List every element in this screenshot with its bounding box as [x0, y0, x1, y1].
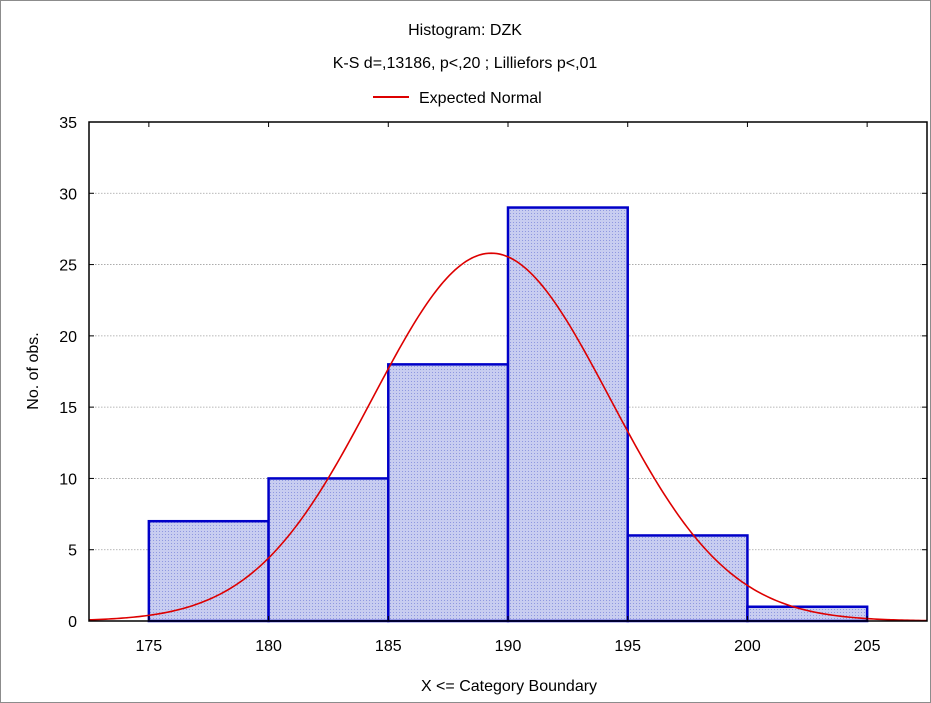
- chart-title: Histogram: DZK: [408, 22, 522, 39]
- histogram-bar: [506, 206, 629, 623]
- expected-normal-curve: [88, 252, 928, 622]
- y-tick-label: 0: [68, 614, 77, 631]
- y-tick-label: 15: [59, 400, 77, 417]
- y-tick-label: 10: [59, 471, 77, 488]
- x-tick-label: 180: [255, 638, 282, 655]
- histogram-bar: [267, 477, 390, 623]
- y-axis: 0 5 10 15 20 25 30 35: [59, 115, 927, 631]
- y-tick-label: 5: [68, 543, 77, 560]
- histogram-bar: [746, 605, 869, 623]
- x-tick-label: 205: [854, 638, 881, 655]
- x-axis-label: X <= Category Boundary: [421, 678, 597, 695]
- y-tick-label: 30: [59, 186, 77, 203]
- x-tick-label: 200: [734, 638, 761, 655]
- x-axis: 175 180 185 190 195 200 205: [136, 122, 881, 655]
- histogram-bars: [147, 206, 869, 623]
- histogram-bar: [147, 519, 270, 623]
- y-tick-label: 20: [59, 329, 77, 346]
- x-tick-label: 175: [136, 638, 163, 655]
- x-tick-label: 195: [614, 638, 641, 655]
- chart-subtitle: K-S d=,13186, p<,20 ; Lilliefors p<,01: [333, 55, 598, 72]
- y-axis-label: No. of obs.: [25, 332, 42, 409]
- x-tick-label: 190: [495, 638, 522, 655]
- histogram-bar: [626, 534, 749, 623]
- legend-label: Expected Normal: [419, 90, 542, 107]
- y-tick-label: 25: [59, 258, 77, 275]
- x-tick-label: 185: [375, 638, 402, 655]
- histogram-bar: [387, 363, 510, 623]
- legend: Expected Normal: [373, 90, 542, 107]
- y-tick-label: 35: [59, 115, 77, 132]
